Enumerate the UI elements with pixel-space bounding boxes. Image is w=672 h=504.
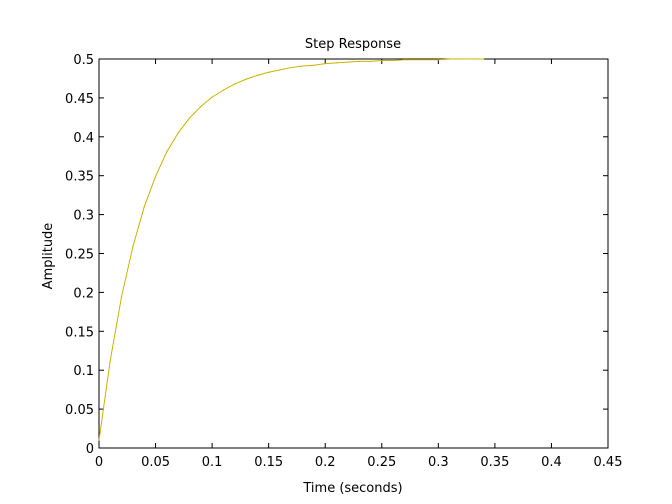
y-tick-label: 0.2 — [73, 286, 94, 301]
data-point — [335, 62, 338, 64]
data-point — [324, 63, 326, 65]
data-point — [426, 59, 428, 61]
x-tick-label: 0.05 — [141, 455, 170, 470]
data-point — [245, 78, 247, 80]
x-tick-label: 0.3 — [428, 455, 449, 470]
data-point — [256, 74, 258, 76]
data-point — [313, 64, 315, 66]
chart-title: Step Response — [305, 37, 401, 52]
x-tick-label: 0.2 — [315, 455, 336, 470]
data-point — [347, 61, 349, 63]
data-point — [188, 117, 191, 119]
axis-ticks — [98, 58, 609, 449]
data-point — [437, 59, 439, 61]
data-point — [166, 150, 168, 153]
x-tick-label: 0.15 — [254, 455, 283, 470]
x-tick-label: 0 — [95, 455, 103, 470]
x-tick-label: 0.45 — [594, 455, 623, 470]
y-tick-label: 0.45 — [65, 92, 94, 107]
data-point — [290, 66, 292, 69]
y-axis-label: Amplitude — [41, 223, 56, 290]
y-tick-label: 0.05 — [65, 403, 94, 418]
data-point — [132, 245, 134, 248]
data-point — [449, 58, 451, 60]
data-point — [211, 96, 213, 98]
data-point — [358, 60, 360, 62]
data-point — [98, 439, 100, 441]
data-point — [177, 132, 179, 134]
data-point — [369, 60, 372, 62]
data-point — [234, 83, 236, 85]
x-axis-label: Time (seconds) — [302, 481, 402, 496]
y-tick-label: 0.3 — [73, 209, 94, 224]
x-tick-label: 0.4 — [541, 455, 562, 470]
y-tick-label: 0.15 — [65, 325, 94, 340]
data-point — [381, 59, 383, 62]
data-point — [392, 59, 394, 62]
data-point — [200, 105, 202, 108]
data-point — [222, 89, 225, 91]
y-tick-label: 0.5 — [73, 53, 94, 68]
axis-tick-labels: 0 0.05 0.1 0.15 0.2 0.25 0.3 0.35 0.4 0.45 0 0.05 0.… — [65, 53, 622, 470]
y-tick-label: 0.25 — [65, 248, 94, 263]
data-point — [154, 175, 157, 178]
y-tick-label: 0.4 — [73, 131, 94, 146]
y-tick-label: 0.35 — [65, 170, 94, 185]
data-point — [268, 71, 270, 73]
data-point — [415, 59, 417, 61]
data-point — [460, 58, 462, 60]
plot-area — [98, 58, 609, 449]
data-points — [98, 58, 485, 441]
data-point — [121, 295, 123, 297]
x-tick-label: 0.1 — [202, 455, 223, 470]
data-point — [471, 58, 473, 60]
data-point — [143, 206, 145, 208]
data-point — [109, 359, 111, 361]
data-point — [403, 59, 405, 61]
y-tick-label: 0.1 — [73, 364, 94, 379]
data-point — [482, 58, 485, 60]
data-point — [302, 65, 304, 67]
x-tick-label: 0.35 — [480, 455, 509, 470]
data-point — [279, 69, 281, 71]
y-tick-label: 0 — [86, 442, 94, 457]
x-tick-label: 0.25 — [367, 455, 396, 470]
